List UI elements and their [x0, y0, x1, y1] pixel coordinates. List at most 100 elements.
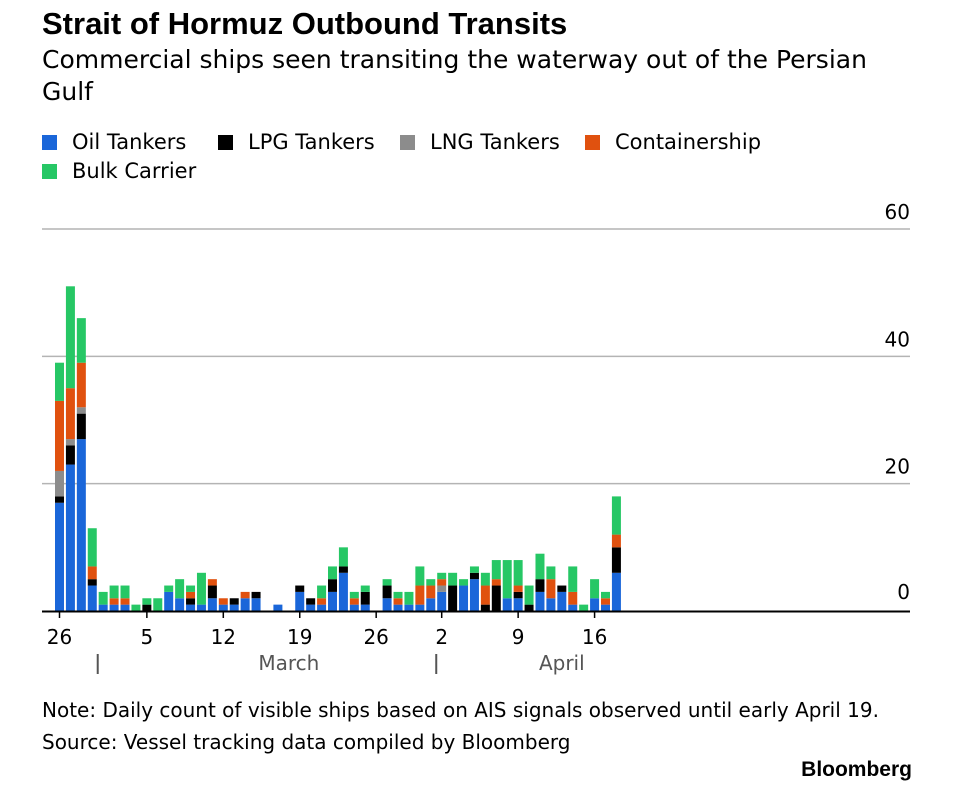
bar-segment	[338, 566, 348, 573]
chart-notes: Note: Daily count of visible ships based…	[42, 694, 879, 758]
bar-segment	[295, 585, 305, 592]
bar-segment	[568, 591, 578, 605]
bar-stack	[601, 591, 610, 611]
x-tick-label: 19	[287, 625, 312, 649]
bar-segment	[186, 591, 196, 599]
bar-stack	[404, 591, 414, 611]
bar-stack	[469, 566, 479, 611]
bar-segment	[317, 598, 327, 605]
bar-segment	[469, 572, 479, 580]
bar-segment	[175, 579, 185, 599]
legend-label-oil: Oil Tankers	[72, 130, 187, 154]
bar-segment	[426, 585, 436, 599]
legend-item-containership: Containership	[585, 130, 761, 154]
bar-segment	[601, 598, 610, 605]
bar-segment	[164, 591, 174, 611]
bar-segment	[601, 604, 610, 611]
bar-segment	[393, 591, 403, 599]
bar-segment	[448, 572, 458, 586]
bar-stack	[196, 572, 206, 611]
bar-segment	[469, 579, 479, 611]
bar-stack	[590, 579, 600, 611]
bar-segment	[349, 591, 359, 599]
bar-segment	[76, 439, 86, 611]
bar-stack	[131, 604, 141, 611]
bar-segment	[273, 604, 283, 611]
bar-segment	[546, 598, 556, 611]
bar-segment	[546, 579, 556, 599]
month-label: April	[539, 651, 585, 675]
bar-stack	[459, 579, 469, 611]
bar-stack	[87, 528, 97, 611]
bar-stack	[55, 362, 64, 611]
bar-stack	[273, 604, 283, 611]
bar-segment	[404, 604, 414, 611]
y-tick-label: 40	[885, 327, 910, 351]
bar-segment	[524, 585, 534, 605]
bars	[55, 286, 621, 611]
x-tick-label: 16	[582, 625, 607, 649]
bloomberg-logo: Bloomberg	[801, 758, 912, 781]
bar-segment	[480, 572, 490, 586]
bar-segment	[557, 585, 567, 592]
bar-segment	[513, 585, 523, 592]
bar-segment	[131, 604, 141, 611]
bar-stack	[393, 591, 403, 611]
bar-stack	[218, 598, 228, 611]
y-tick-label: 60	[885, 200, 910, 224]
bar-segment	[98, 604, 108, 611]
bar-stack	[306, 598, 316, 611]
bar-segment	[382, 579, 392, 586]
bar-segment	[207, 579, 217, 586]
bar-segment	[579, 604, 589, 611]
bar-segment	[480, 585, 490, 605]
bar-segment	[491, 585, 501, 611]
bar-segment	[480, 604, 490, 611]
legend-item-lng-tankers: LNG Tankers	[400, 130, 560, 154]
bar-segment	[328, 579, 337, 592]
bar-stack	[186, 585, 196, 611]
bar-segment	[382, 598, 392, 611]
bar-segment	[109, 598, 119, 605]
bar-stack	[535, 553, 545, 611]
bar-stack	[546, 566, 556, 611]
bar-segment	[186, 585, 196, 592]
bar-segment	[393, 598, 403, 605]
bar-stack	[480, 572, 490, 611]
bar-segment	[524, 604, 534, 611]
x-tick-label: 26	[47, 625, 72, 649]
bar-segment	[502, 560, 512, 599]
bar-segment	[437, 591, 447, 611]
bar-segment	[360, 585, 370, 592]
bar-stack	[502, 560, 512, 611]
bar-stack	[240, 591, 250, 611]
bar-segment	[55, 400, 64, 471]
bar-segment	[426, 598, 436, 611]
bar-stack	[317, 585, 327, 611]
bar-segment	[590, 579, 600, 599]
bar-stack	[448, 572, 458, 611]
bar-segment	[251, 598, 261, 611]
bar-segment	[338, 547, 348, 567]
bar-segment	[513, 560, 523, 586]
bar-segment	[55, 502, 64, 611]
month-label: March	[258, 651, 319, 675]
bar-stack	[579, 604, 589, 611]
bar-stack	[415, 566, 425, 611]
bar-segment	[469, 566, 479, 573]
bar-stack	[360, 585, 370, 611]
bar-segment	[218, 604, 228, 611]
bar-segment	[360, 604, 370, 611]
bar-segment	[229, 598, 239, 605]
bar-stack	[513, 560, 523, 611]
bar-stack	[251, 591, 261, 611]
y-tick-label: 20	[885, 455, 910, 479]
bar-segment	[568, 604, 578, 611]
bar-segment	[87, 579, 97, 586]
bar-segment	[535, 553, 545, 580]
x-tick-label: 5	[140, 625, 153, 649]
bar-segment	[76, 318, 86, 363]
legend-swatch-lng	[400, 135, 415, 150]
y-tick-label: 0	[897, 580, 910, 604]
bar-segment	[349, 598, 359, 605]
